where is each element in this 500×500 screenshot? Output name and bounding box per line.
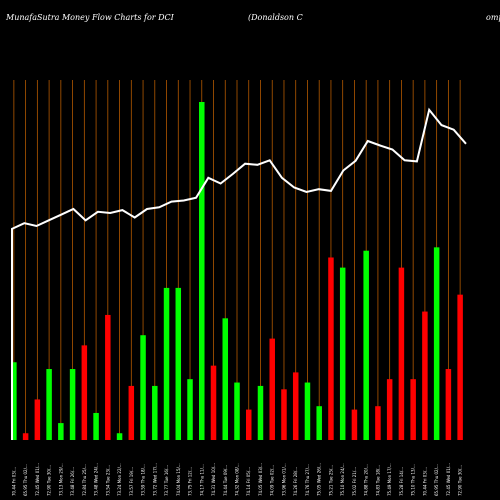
x-tick-label: 72.90 Tue 30/... (458, 465, 463, 496)
x-tick-label: 75.28 Fri 14/... (399, 467, 404, 496)
x-tick-label: 74.14 Fri 05/... (246, 467, 251, 496)
money-flow-bar (292, 372, 299, 440)
x-tick-label: 73.77 Tue 16/... (164, 465, 169, 496)
x-tick-label: 74.05 Wed 03/... (258, 463, 263, 496)
money-flow-bar (81, 345, 88, 440)
x-tick-label: 73.24 Mon 22/... (117, 463, 122, 496)
x-tick-label: 73.75 Fri 12/... (188, 467, 193, 496)
x-tick-label: 74.09 Tue 02/... (270, 465, 275, 496)
x-tick-label: 72.84 Thu 25/... (82, 464, 87, 496)
money-flow-bar (152, 385, 158, 440)
x-tick-label: 72.45 Wed 01/... (446, 463, 451, 496)
money-flow-bar (234, 382, 240, 440)
money-flow-bar (105, 314, 111, 440)
money-flow-bar (116, 433, 123, 440)
price-line-group (11, 107, 467, 440)
money-flow-bar (269, 338, 275, 440)
x-tick-label: 73.59 Thu 18/... (141, 464, 146, 496)
money-flow-bar (128, 385, 135, 440)
x-tick-label: 65.95 Thu 02/... (434, 464, 439, 496)
money-flow-bar (257, 385, 264, 440)
x-tick-label: 75.10 Thu 13/... (411, 464, 416, 496)
x-tick-label: 65.95 Thu 02/... (23, 464, 28, 496)
money-flow-bar (398, 267, 405, 440)
chart-title: MunafaSutra Money Flow Charts for DCI (5, 13, 175, 22)
money-flow-bar (304, 382, 311, 440)
x-tick-label: 73.48 Fri 26/... (70, 467, 75, 496)
money-flow-bar (457, 294, 463, 440)
money-flow-bar (410, 379, 416, 440)
x-tick-label: 73.13 Mon 29/... (58, 463, 63, 496)
chart-title-fragment: omp (486, 13, 500, 22)
price-line (11, 107, 467, 440)
money-flow-bar (245, 409, 252, 440)
money-flow-bar (199, 102, 205, 440)
money-flow-bar (175, 287, 182, 440)
money-flow-bar (69, 369, 76, 440)
money-flow-bar (433, 247, 440, 440)
money-flow-bar (187, 379, 193, 440)
money-flow-bar (22, 433, 29, 440)
money-flow-bar (422, 311, 428, 440)
money-flow-bar (445, 369, 452, 440)
money-flow-bar (281, 389, 287, 440)
x-tick-label: 75.05 Wed 26/... (317, 463, 322, 496)
money-flow-bar (210, 365, 217, 440)
money-flow-bar (339, 267, 346, 440)
x-tick-label: 74.83 Tue 18/... (375, 465, 380, 496)
money-flow-bar (386, 379, 393, 440)
x-tick-label: 73.72 Wed 17/... (152, 463, 157, 496)
money-flow-bar (11, 362, 17, 440)
x-tick-label: 74.44 Tue 09/... (223, 465, 228, 496)
money-flow-bar (163, 287, 170, 440)
money-flow-bar (34, 399, 41, 440)
x-tick-label: 70.44 Fri 03/... (422, 467, 427, 496)
x-tick-label: 75.10 Mon 24/... (340, 463, 345, 496)
money-flow-bar (351, 409, 358, 440)
x-tick-label: 73.54 Tue 23/... (105, 465, 110, 496)
money-flow-bar (93, 412, 99, 440)
x-tick-label: 75.02 Fri 21/... (352, 467, 357, 496)
money-flow-bar (58, 423, 64, 440)
x-tick-label: 74.04 Mon 15/... (176, 463, 181, 496)
money-flow-bar (140, 335, 146, 440)
x-tick-label: 74.17 Thu 11/... (199, 464, 204, 496)
money-flow-bar (222, 318, 229, 440)
x-tick-label: 75.21 Tue 25/... (328, 465, 333, 496)
money-flow-bar (375, 406, 381, 440)
x-tick-labels: 70.44 Fri 03/... 65.95 Thu 02/... 72.45 We… (11, 463, 462, 496)
chart-subtitle: (Donaldson C (248, 13, 303, 22)
x-tick-label: 75.49 Mon 17/... (387, 463, 392, 496)
x-tick-label: 72.45 Wed 01/... (35, 463, 40, 496)
x-tick-label: 74.31 Wed 10/... (211, 463, 216, 496)
x-tick-label: 70.44 Fri 03/... (11, 467, 16, 496)
x-tick-label: 72.90 Tue 30/... (47, 465, 52, 496)
x-tick-label: 73.57 Fri 19/... (129, 467, 134, 496)
money-flow-bar (363, 250, 369, 440)
x-tick-label: 74.32 Mon 08/... (235, 463, 240, 496)
money-flow-bars (11, 102, 463, 440)
x-tick-label: 73.48 Wed 24/... (94, 463, 99, 496)
x-tick-label: 73.96 Mon 01/... (281, 463, 286, 496)
money-flow-bar (316, 406, 322, 440)
money-flow-bar (46, 369, 52, 440)
x-tick-label: 74.76 Thu 27/... (305, 464, 310, 496)
x-tick-label: 74.26 Fri 28/... (293, 467, 298, 496)
money-flow-bar (328, 257, 334, 440)
x-tick-label: 74.88 Thu 20/... (364, 464, 369, 496)
